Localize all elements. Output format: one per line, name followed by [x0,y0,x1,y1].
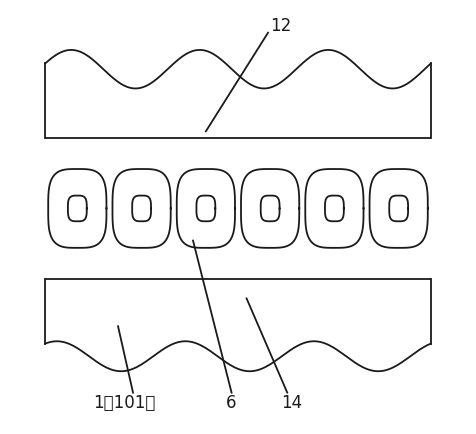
Text: 12: 12 [270,17,291,35]
Text: 1（101）: 1（101） [93,395,156,412]
Text: 14: 14 [281,395,302,412]
Text: 6: 6 [226,395,237,412]
